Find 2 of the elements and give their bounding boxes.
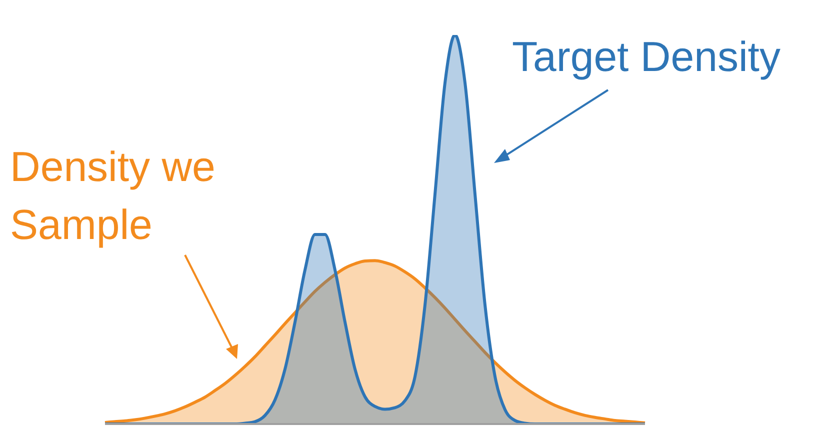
text: Density we Sample	[10, 142, 216, 250]
series-label: Target Density	[512, 32, 782, 82]
